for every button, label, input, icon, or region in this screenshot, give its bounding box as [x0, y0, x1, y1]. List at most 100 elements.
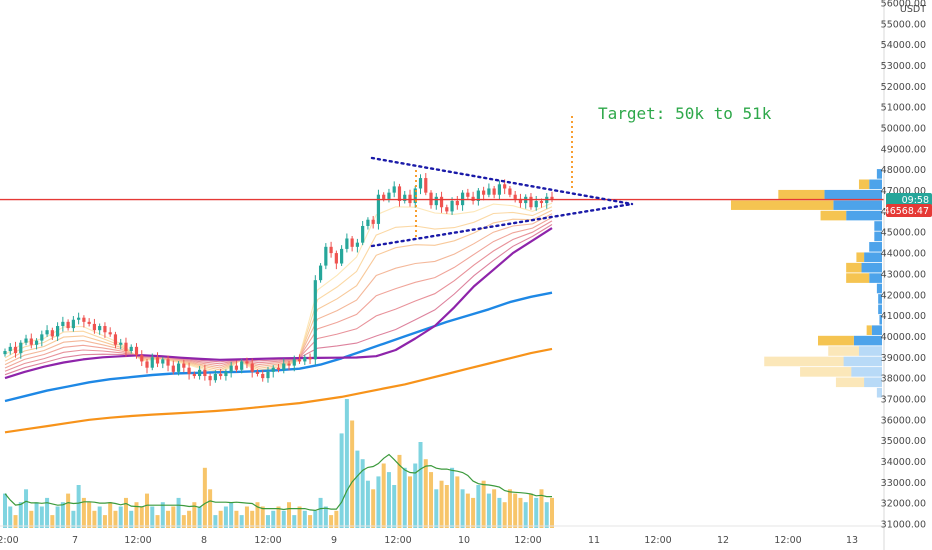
- candle[interactable]: [66, 319, 70, 331]
- candle[interactable]: [140, 350, 144, 367]
- candle[interactable]: [161, 356, 165, 369]
- candle[interactable]: [145, 358, 149, 374]
- candle[interactable]: [355, 238, 359, 253]
- candle[interactable]: [245, 357, 249, 369]
- candle[interactable]: [361, 220, 365, 246]
- candle[interactable]: [318, 263, 323, 283]
- candle[interactable]: [455, 195, 459, 210]
- candle[interactable]: [518, 193, 523, 208]
- candle[interactable]: [287, 361, 291, 371]
- candle[interactable]: [224, 369, 228, 381]
- candle[interactable]: [77, 312, 81, 325]
- candle[interactable]: [240, 358, 244, 374]
- candle[interactable]: [508, 185, 512, 198]
- candle[interactable]: [340, 245, 344, 267]
- candle[interactable]: [55, 322, 60, 342]
- drawings[interactable]: [0, 116, 884, 248]
- candle[interactable]: [471, 191, 475, 205]
- candle[interactable]: [445, 204, 449, 214]
- candle[interactable]: [150, 353, 154, 371]
- candle[interactable]: [155, 352, 160, 368]
- candle[interactable]: [29, 333, 33, 349]
- time-axis[interactable]: 12:00 7 12:00 8 12:00 9 12:00 10 12:00 11 12:00 12 1…: [0, 525, 884, 546]
- candle[interactable]: [303, 354, 307, 365]
- candle[interactable]: [345, 233, 349, 253]
- candle[interactable]: [434, 193, 438, 210]
- candle[interactable]: [40, 330, 44, 347]
- candle[interactable]: [366, 217, 370, 230]
- candle[interactable]: [466, 188, 470, 200]
- candle[interactable]: [550, 191, 554, 203]
- candle[interactable]: [276, 363, 281, 373]
- candle[interactable]: [261, 370, 265, 382]
- candle[interactable]: [460, 190, 465, 211]
- candle[interactable]: [424, 173, 428, 196]
- candle[interactable]: [208, 373, 212, 386]
- candle[interactable]: [408, 189, 412, 207]
- candle[interactable]: [45, 325, 49, 337]
- candle[interactable]: [392, 181, 396, 198]
- candle[interactable]: [497, 180, 502, 200]
- candle[interactable]: [129, 344, 133, 354]
- candle[interactable]: [108, 327, 112, 337]
- candle[interactable]: [171, 360, 175, 375]
- candle[interactable]: [103, 322, 107, 338]
- candle[interactable]: [439, 191, 444, 213]
- candle[interactable]: [198, 366, 202, 380]
- candle[interactable]: [350, 235, 354, 252]
- candle[interactable]: [119, 338, 123, 350]
- triangle-upper-trendline[interactable]: [370, 156, 634, 206]
- candle[interactable]: [492, 185, 496, 199]
- candle[interactable]: [229, 361, 233, 378]
- candle[interactable]: [3, 348, 7, 357]
- triangle-lower-trendline[interactable]: [370, 202, 634, 248]
- candle[interactable]: [82, 315, 86, 328]
- target-annotation[interactable]: Target: 50k to 51k: [598, 104, 772, 123]
- candle[interactable]: [134, 343, 139, 359]
- candle[interactable]: [529, 193, 533, 210]
- candle[interactable]: [71, 316, 75, 332]
- candle[interactable]: [61, 316, 65, 332]
- candle[interactable]: [292, 355, 296, 372]
- candle[interactable]: [476, 188, 480, 206]
- candle[interactable]: [234, 360, 239, 373]
- candle[interactable]: [124, 337, 128, 357]
- price-axis[interactable]: USDT 56000.00 55000.00 54000.00 53000.00 520…: [881, 0, 932, 550]
- candle[interactable]: [24, 334, 28, 346]
- candle[interactable]: [50, 327, 54, 340]
- candle[interactable]: [266, 366, 270, 383]
- candle[interactable]: [308, 353, 312, 364]
- candle[interactable]: [192, 371, 196, 379]
- candle[interactable]: [34, 338, 39, 350]
- candle[interactable]: [524, 194, 528, 209]
- candle[interactable]: [203, 364, 207, 381]
- candle[interactable]: [418, 174, 423, 195]
- candle[interactable]: [513, 190, 517, 203]
- candle[interactable]: [313, 275, 317, 365]
- candle[interactable]: [92, 318, 97, 334]
- candle[interactable]: [371, 215, 375, 229]
- candle[interactable]: [297, 354, 302, 364]
- candle[interactable]: [324, 243, 328, 270]
- candle[interactable]: [250, 358, 254, 378]
- candle[interactable]: [387, 188, 391, 203]
- candle[interactable]: [166, 355, 170, 372]
- candle[interactable]: [487, 183, 491, 198]
- candle[interactable]: [13, 341, 18, 358]
- candle[interactable]: [271, 365, 275, 378]
- candle[interactable]: [255, 369, 260, 377]
- candle[interactable]: [187, 362, 191, 380]
- candles[interactable]: [3, 173, 554, 386]
- candle[interactable]: [403, 190, 407, 204]
- candle[interactable]: [334, 250, 338, 270]
- candle[interactable]: [176, 361, 181, 376]
- candle[interactable]: [98, 323, 102, 335]
- candle[interactable]: [329, 241, 333, 258]
- candle[interactable]: [219, 368, 223, 380]
- candle[interactable]: [213, 370, 217, 383]
- candle[interactable]: [397, 183, 402, 207]
- candle[interactable]: [376, 189, 381, 230]
- candle[interactable]: [8, 343, 12, 355]
- candle[interactable]: [19, 340, 23, 359]
